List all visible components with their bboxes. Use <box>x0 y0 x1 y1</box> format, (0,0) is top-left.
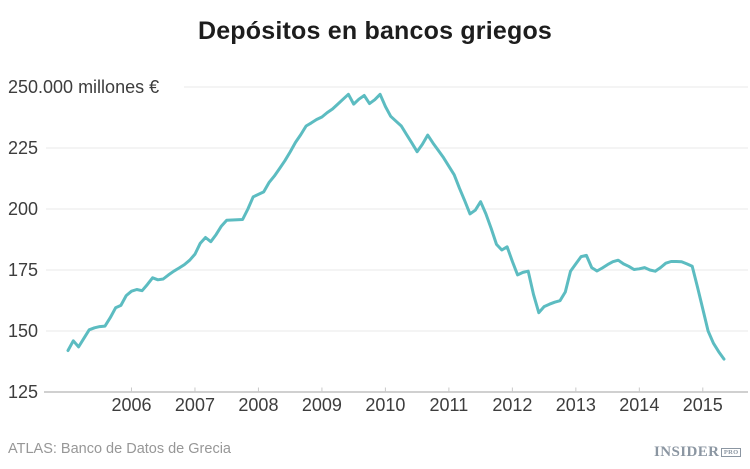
x-axis-label-2010: 2010 <box>365 395 406 415</box>
x-axis-label-2007: 2007 <box>174 395 215 415</box>
x-axis-label-2009: 2009 <box>301 395 342 415</box>
x-axis-label-2013: 2013 <box>555 395 596 415</box>
y-axis-label-125: 125 <box>8 382 39 402</box>
chart-title: Depósitos en bancos griegos <box>197 17 553 45</box>
y-axis-label-250: 250.000 millones € <box>8 77 160 97</box>
y-axis-label-200: 200 <box>8 199 39 219</box>
x-axis-label-2015: 2015 <box>682 395 723 415</box>
y-axis-label-225: 225 <box>8 138 39 158</box>
source-attribution: ATLAS: Banco de Datos de Grecia <box>8 441 231 457</box>
x-axis-label-2014: 2014 <box>619 395 660 415</box>
y-axis-label-175: 175 <box>8 260 39 280</box>
y-axis-label-150: 150 <box>8 321 39 341</box>
insider-pro-logo: INSIDER PRO <box>654 444 741 461</box>
x-axis-label-2006: 2006 <box>111 395 152 415</box>
insider-pro-badge: PRO <box>721 447 741 458</box>
deposits-series-line <box>66 92 726 361</box>
x-axis-label-2012: 2012 <box>492 395 533 415</box>
x-axis-label-2008: 2008 <box>238 395 279 415</box>
insider-logo-text: INSIDER <box>654 444 720 460</box>
x-axis-label-2011: 2011 <box>429 395 469 415</box>
